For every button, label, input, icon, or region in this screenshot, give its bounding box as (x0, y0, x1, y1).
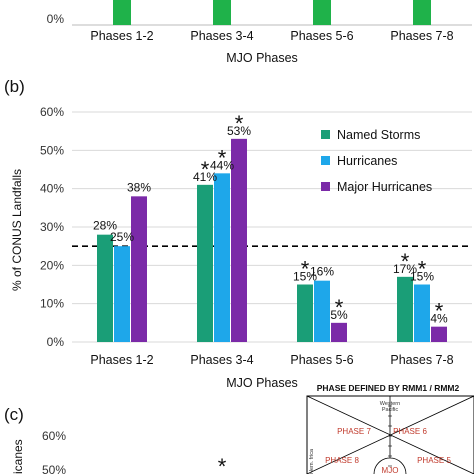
top-category-label: Phases 5-6 (290, 29, 353, 43)
data-label: 16% (310, 265, 334, 279)
bar (414, 284, 430, 342)
data-label: 17% (393, 262, 417, 276)
ytick-label: 10% (40, 297, 64, 311)
rmm-region-top: Western (380, 401, 400, 407)
legend-swatch-named-storms (321, 130, 330, 139)
panel-c-star: * (218, 454, 227, 474)
data-label: 15% (410, 270, 434, 284)
top-ytick: 0% (47, 12, 65, 26)
legend-swatch-hurricanes (321, 156, 330, 165)
panel-b-ylabel: % of CONUS Landfalls (10, 169, 24, 291)
bar (114, 246, 130, 342)
data-label: 5% (330, 308, 348, 322)
significance-star: * (201, 157, 210, 182)
ytick-label: 40% (40, 182, 64, 196)
category-label: Phases 1-2 (90, 353, 153, 367)
bar (314, 280, 330, 342)
top-category-label: Phases 1-2 (90, 29, 153, 43)
data-label: 38% (127, 180, 151, 194)
top-category-label: Phases 3-4 (190, 29, 253, 43)
data-label: 44% (210, 158, 234, 172)
rmm-phase-5: PHASE 5 (417, 456, 451, 465)
data-label: 53% (227, 124, 251, 138)
bar (297, 284, 313, 342)
top-bars (113, 0, 431, 25)
ytick-label: 30% (40, 220, 64, 234)
data-label: 15% (293, 270, 317, 284)
panel-b-bars (97, 138, 447, 342)
rmm-phase-diagram: PHASE DEFINED BY RMM1 / RMM2 Western Pac… (306, 383, 474, 474)
significance-star: * (301, 257, 310, 282)
panel-b: (b) % of CONUS Landfalls 0% 10% 20% 30% 40% 5… (4, 77, 472, 390)
significance-star: * (218, 145, 227, 170)
data-label: 25% (110, 230, 134, 244)
top-bar (413, 0, 431, 25)
significance-star: * (235, 111, 244, 136)
panel-c-label: (c) (4, 405, 24, 424)
rmm-axis-ticks (388, 405, 392, 467)
ytick-label: 50% (40, 143, 64, 157)
bar (97, 234, 113, 342)
panel-c: (c) icanes 60% 50% * PHASE DEFINED BY RM… (4, 383, 474, 474)
rmm-phase-7: PHASE 7 (337, 427, 371, 436)
data-label: 4% (430, 312, 448, 326)
rmm-left-text: Hem. frica (309, 448, 315, 474)
category-label: Phases 3-4 (190, 353, 253, 367)
rmm-phase-6: PHASE 6 (393, 427, 427, 436)
panel-b-label: (b) (4, 77, 25, 96)
panel-b-categories: Phases 1-2 Phases 3-4 Phases 5-6 Phases 7-8 (90, 353, 453, 367)
significance-star: * (418, 257, 427, 282)
category-label: Phases 7-8 (390, 353, 453, 367)
data-label: 41% (193, 170, 217, 184)
legend-swatch-major-hurricanes (321, 182, 330, 191)
significance-star: * (401, 249, 410, 274)
top-bar (113, 0, 131, 25)
panel-b-legend: Named Storms Hurricanes Major Hurricanes (321, 128, 432, 194)
bar (231, 138, 247, 342)
rmm-diagonal-2 (306, 395, 474, 474)
rmm-center-text: MJO (382, 466, 399, 474)
bar (131, 196, 147, 342)
category-label: Phases 5-6 (290, 353, 353, 367)
bar (397, 276, 413, 342)
legend-major-hurricanes: Major Hurricanes (337, 180, 432, 194)
rmm-title: PHASE DEFINED BY RMM1 / RMM2 (317, 383, 460, 393)
bar (197, 184, 213, 342)
panel-b-yticks: 0% 10% 20% 30% 40% 50% 60% (40, 105, 64, 349)
panel-b-data-labels: 28%25%38%41%* 44%*53%*15%* 16%5%*17%*15%*4… (93, 111, 448, 326)
top-categories: Phases 1-2 Phases 3-4 Phases 5-6 Phases 7-8 (90, 29, 453, 43)
legend-hurricanes: Hurricanes (337, 154, 397, 168)
top-bar (213, 0, 231, 25)
top-panel: 0% Phases 1-2 Phases 3-4 Phases 5-6 Phases … (47, 0, 472, 65)
bar (214, 173, 230, 342)
bar (431, 326, 447, 342)
bar (331, 322, 347, 342)
panel-c-ytick-60: 60% (42, 429, 66, 443)
legend-named-storms: Named Storms (337, 128, 420, 142)
panel-c-ylabel: icanes (11, 439, 25, 474)
top-category-label: Phases 7-8 (390, 29, 453, 43)
panel-c-ytick-50: 50% (42, 463, 66, 474)
panel-b-xlabel: MJO Phases (226, 376, 298, 390)
ytick-label: 60% (40, 105, 64, 119)
rmm-region-top2: Pacific (382, 407, 398, 413)
top-xlabel: MJO Phases (226, 51, 298, 65)
ytick-label: 20% (40, 258, 64, 272)
significance-star: * (435, 299, 444, 324)
data-label: 28% (93, 219, 117, 233)
rmm-phase-8: PHASE 8 (325, 456, 359, 465)
significance-star: * (335, 295, 344, 320)
ytick-label: 0% (47, 335, 65, 349)
top-bar (313, 0, 331, 25)
